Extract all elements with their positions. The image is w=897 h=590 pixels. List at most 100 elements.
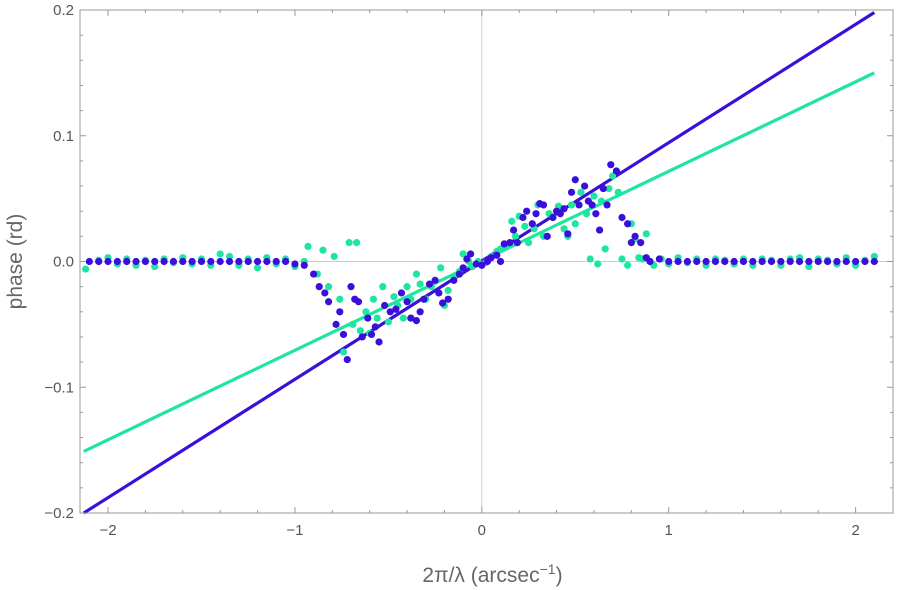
y-tick-label: −0.1	[44, 379, 74, 396]
data-point	[416, 280, 424, 288]
data-point	[549, 213, 557, 222]
series-2	[85, 161, 878, 364]
data-point	[444, 295, 452, 303]
data-point	[655, 255, 663, 263]
data-point	[399, 314, 407, 322]
data-point	[455, 270, 463, 278]
data-point	[833, 257, 841, 266]
data-point	[786, 257, 794, 266]
data-point	[523, 207, 531, 215]
data-point	[543, 232, 551, 240]
data-point	[646, 257, 654, 266]
data-point	[513, 239, 521, 247]
data-point	[373, 314, 381, 322]
data-point	[336, 308, 344, 316]
data-point	[711, 257, 720, 266]
data-point	[730, 257, 738, 266]
data-point	[339, 330, 348, 339]
x-tick-label: −2	[99, 522, 116, 539]
data-point	[567, 188, 576, 196]
y-tick-label: 0.2	[53, 2, 74, 19]
data-point	[397, 289, 406, 297]
data-point	[123, 257, 131, 266]
data-point	[407, 314, 415, 322]
data-point	[532, 210, 540, 218]
data-point	[511, 232, 520, 240]
data-point	[369, 295, 378, 303]
x-tick-label: 0	[478, 522, 486, 539]
data-point	[358, 333, 366, 341]
data-point	[487, 254, 495, 262]
data-point	[216, 250, 224, 258]
data-point	[571, 176, 579, 184]
data-point	[631, 232, 639, 240]
data-point	[605, 184, 613, 193]
data-point	[624, 261, 632, 269]
data-point	[197, 257, 206, 266]
y-axis-title: phase (rd)	[4, 214, 27, 310]
data-point	[582, 210, 591, 218]
data-point	[496, 245, 505, 253]
data-point	[627, 239, 635, 247]
data-point	[375, 338, 383, 346]
data-point	[444, 286, 452, 295]
data-point	[390, 293, 398, 301]
data-point	[379, 283, 387, 291]
data-point	[567, 201, 576, 209]
data-point	[463, 255, 471, 263]
data-point	[506, 239, 514, 247]
data-point	[702, 257, 710, 266]
data-point	[459, 250, 467, 258]
data-point	[571, 220, 579, 228]
data-point	[216, 257, 224, 266]
data-point	[581, 182, 589, 190]
data-point	[586, 255, 594, 263]
data-point	[599, 184, 607, 193]
x-axis-title-main: 2π/λ (arcsec	[422, 564, 539, 587]
data-point	[777, 257, 785, 266]
data-point	[564, 230, 572, 238]
data-point	[749, 257, 757, 266]
data-point	[324, 283, 333, 291]
data-point	[304, 242, 312, 251]
data-point	[450, 276, 458, 284]
data-point	[609, 172, 617, 180]
data-point	[386, 308, 394, 316]
data-point	[151, 257, 159, 266]
data-point	[814, 257, 822, 266]
data-point	[612, 167, 620, 175]
data-point	[614, 188, 622, 196]
data-point	[861, 257, 869, 266]
data-point	[637, 239, 645, 247]
data-point	[392, 305, 400, 313]
data-point	[321, 289, 329, 297]
data-point	[870, 252, 878, 261]
data-point	[82, 265, 90, 273]
data-point	[739, 257, 748, 266]
data-point	[420, 295, 428, 303]
data-point	[592, 210, 600, 218]
data-point	[403, 283, 411, 291]
data-point	[384, 318, 392, 326]
data-point	[721, 257, 729, 266]
data-point	[805, 262, 813, 271]
data-point	[113, 257, 121, 266]
data-point	[431, 276, 439, 284]
data-point	[842, 257, 850, 266]
data-point	[795, 257, 804, 266]
data-point	[151, 262, 159, 271]
data-point	[577, 188, 585, 196]
data-point	[607, 161, 615, 169]
data-point	[767, 257, 776, 266]
data-point	[310, 270, 318, 278]
data-point	[364, 314, 372, 322]
data-point	[519, 213, 527, 222]
data-point	[244, 257, 252, 266]
data-point	[594, 260, 602, 268]
data-point	[160, 257, 168, 266]
x-axis-title-superscript: −1	[540, 561, 556, 577]
data-point	[371, 323, 379, 331]
data-point	[438, 299, 447, 307]
x-axis-title-close: )	[556, 564, 563, 587]
